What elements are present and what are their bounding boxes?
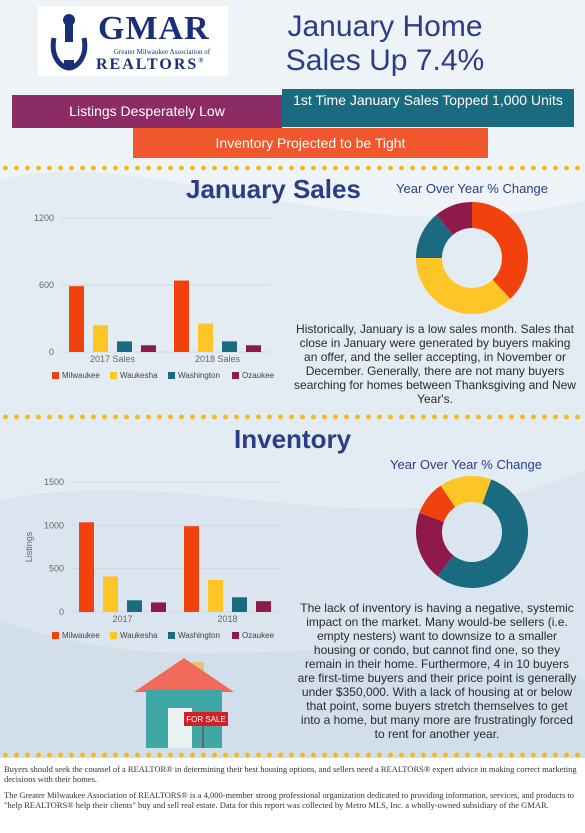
legend-label: Waukesha [120, 371, 158, 380]
donut-slice-washington [416, 214, 453, 258]
bar-milwaukee-0 [69, 286, 84, 352]
logo-subtitle: Greater Milwaukee Association of [113, 48, 211, 56]
bar-washington-0 [117, 341, 132, 352]
bar-ozaukee-1 [246, 345, 261, 352]
legend-label: Washington [178, 631, 220, 640]
for-sale-sign: FOR SALE [186, 715, 226, 724]
footer [0, 758, 585, 833]
bar-ozaukee-0 [141, 345, 156, 352]
y-axis-label: Listings [24, 531, 34, 562]
legend-label: Ozaukee [242, 371, 275, 380]
donut-slice-waukesha [416, 258, 511, 314]
donut-slice-washington [437, 479, 528, 588]
banner-first-time: 1st Time January Sales Topped 1,000 Unit… [282, 89, 574, 127]
house-icon: FOR SALE [134, 658, 234, 748]
bar-washington-0 [127, 600, 142, 612]
legend-swatch [52, 632, 59, 639]
legend-swatch [168, 372, 175, 379]
divider-dots-1 [0, 165, 585, 171]
y-tick-label: 0 [59, 607, 64, 617]
bar-ozaukee-1 [256, 601, 271, 612]
banner-inventory: Inventory Projected to be Tight [133, 128, 488, 158]
legend-label: Ozaukee [242, 631, 275, 640]
sales-bar-chart: 0 600 1200 2017 Sales 2018 Sales Milwaukee Wau… [34, 213, 275, 380]
bar-milwaukee-1 [184, 526, 199, 612]
door-knocker-icon [50, 14, 88, 71]
donut-slice-ozaukee [436, 202, 472, 235]
bar-waukesha-1 [198, 323, 213, 352]
inventory-section-title: Inventory [234, 424, 352, 454]
inventory-donut-chart [416, 476, 528, 588]
y-tick-label: 1000 [44, 520, 64, 530]
legend-label: Milwaukee [62, 371, 100, 380]
donut-slice-milwaukee [472, 202, 528, 299]
sales-donut-title: Year Over Year % Change [396, 181, 549, 196]
bar-waukesha-0 [93, 325, 108, 352]
divider-dots-2 [0, 414, 585, 420]
legend-swatch [232, 632, 239, 639]
page-title: January Home Sales Up 7.4% [285, 10, 485, 77]
legend-swatch [52, 372, 59, 379]
legend-label: Washington [178, 371, 220, 380]
y-tick-label: 1200 [34, 213, 54, 223]
logo-realtors: REALTORS® [96, 56, 206, 73]
sales-paragraph: Historically, January is a low sales mon… [294, 322, 576, 406]
sales-section-title: January Sales [186, 174, 361, 204]
x-tick-label: 2017 [112, 614, 132, 624]
footer-about: The Greater Milwaukee Association of REA… [4, 790, 575, 810]
legend-swatch [110, 632, 117, 639]
banner-listings: Listings Desperately Low [12, 95, 282, 128]
bar-waukesha-0 [103, 576, 118, 612]
x-tick-label: 2017 Sales [90, 354, 136, 364]
donut-slice-waukesha [440, 476, 492, 508]
bar-milwaukee-1 [174, 280, 189, 352]
x-tick-label: 2018 Sales [195, 354, 241, 364]
y-tick-label: 600 [39, 280, 54, 290]
legend-swatch [110, 372, 117, 379]
bar-washington-1 [232, 597, 247, 612]
gmar-logo: GMAR Greater Milwaukee Association of RE… [38, 6, 228, 76]
bar-milwaukee-0 [79, 522, 94, 612]
y-tick-label: 1500 [44, 477, 64, 487]
divider-dots-3 [0, 752, 585, 758]
legend-label: Milwaukee [62, 631, 100, 640]
inventory-donut-title: Year Over Year % Change [390, 457, 543, 472]
bar-washington-1 [222, 341, 237, 352]
bar-ozaukee-0 [151, 602, 166, 612]
y-tick-label: 0 [49, 347, 54, 357]
y-tick-label: 500 [49, 564, 64, 574]
inventory-paragraph: The lack of inventory is having a negati… [297, 601, 577, 741]
sales-donut-chart [416, 202, 528, 314]
inventory-bar-chart: 0 500 1000 1500 Listings 2017 2018 Milwaukee Wau… [24, 477, 280, 640]
footer-advice: Buyers should seek the counsel of a REAL… [4, 764, 577, 784]
donut-slice-milwaukee [419, 485, 456, 522]
bar-waukesha-1 [208, 579, 223, 612]
legend-swatch [168, 632, 175, 639]
legend-label: Waukesha [120, 631, 158, 640]
logo-brand: GMAR [98, 10, 210, 47]
x-tick-label: 2018 [217, 614, 237, 624]
legend-swatch [232, 372, 239, 379]
donut-slice-ozaukee [416, 512, 454, 577]
